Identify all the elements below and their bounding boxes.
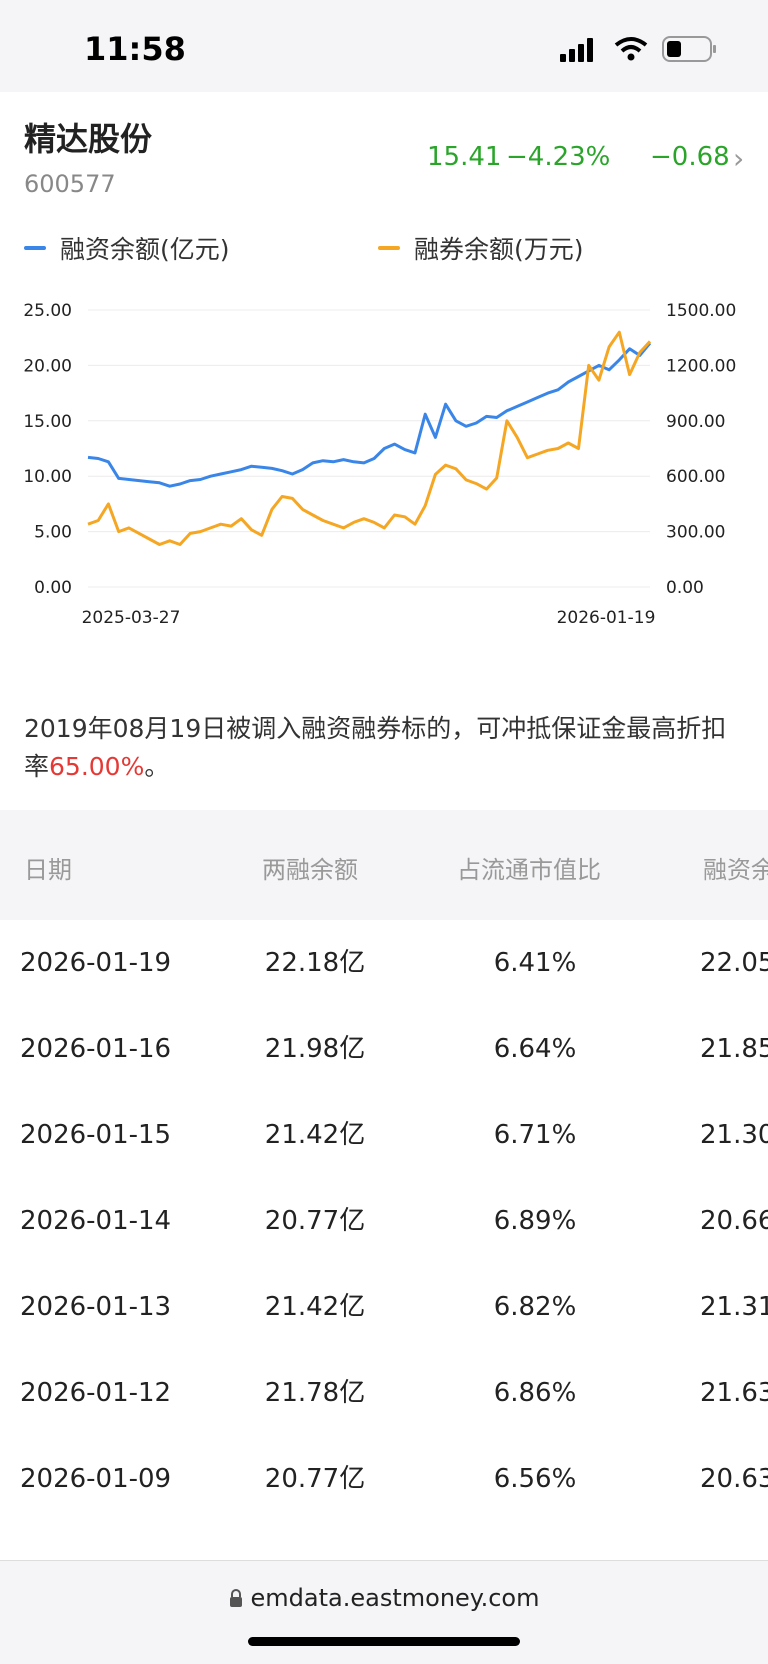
- stock-price: 15.41: [427, 142, 502, 172]
- cell-margin: 21.85: [700, 1034, 768, 1064]
- table-header: 日期 两融余额 占流通市值比 融资余额: [0, 810, 768, 920]
- cellular-signal-icon: [560, 38, 593, 62]
- cell-ratio: 6.86%: [493, 1378, 577, 1408]
- cell-margin: 21.31: [700, 1292, 768, 1322]
- legend-margin-swatch: [24, 246, 46, 250]
- right-tick-label: 1200.00: [666, 356, 736, 376]
- cell-date: 2026-01-13: [20, 1292, 172, 1322]
- cell-total: 21.42亿: [264, 1120, 366, 1150]
- right-tick-label: 900.00: [666, 412, 725, 432]
- cell-margin: 20.66: [700, 1206, 768, 1236]
- table-row[interactable]: 2026-01-09 20.77亿 6.56% 20.63: [0, 1436, 768, 1522]
- chevron-right-icon[interactable]: ›: [733, 142, 745, 175]
- header-margin[interactable]: 融资余额: [703, 856, 768, 884]
- cell-total: 21.78亿: [264, 1378, 366, 1408]
- table-row[interactable]: 2026-01-14 20.77亿 6.89% 20.66: [0, 1178, 768, 1264]
- cell-margin: 22.05: [700, 948, 768, 978]
- lock-icon: [229, 1585, 243, 1613]
- header-date[interactable]: 日期: [24, 856, 72, 884]
- table-row[interactable]: 2026-01-15 21.42亿 6.71% 21.30: [0, 1092, 768, 1178]
- right-tick-label: 0.00: [666, 578, 704, 598]
- cell-ratio: 6.89%: [493, 1206, 577, 1236]
- cell-ratio: 6.56%: [493, 1464, 577, 1494]
- right-tick-label: 1500.00: [666, 301, 736, 321]
- cell-margin: 20.63: [700, 1464, 768, 1494]
- cell-date: 2026-01-09: [20, 1464, 172, 1494]
- note-text: 2019年08月19日被调入融资融券标的，可冲抵保证金最高折扣率: [24, 714, 727, 781]
- legend-margin-label[interactable]: 融资余额(亿元): [60, 235, 230, 264]
- cell-date: 2026-01-15: [20, 1120, 172, 1150]
- status-time: 11:58: [84, 30, 186, 68]
- stock-change-amount: −0.68: [650, 142, 730, 172]
- cell-date: 2026-01-16: [20, 1034, 172, 1064]
- table-row[interactable]: 2026-01-16 21.98亿 6.64% 21.85: [0, 1006, 768, 1092]
- header-ratio[interactable]: 占流通市值比: [457, 856, 601, 884]
- left-tick-label: 10.00: [23, 467, 72, 487]
- cell-total: 21.42亿: [264, 1292, 366, 1322]
- cell-ratio: 6.71%: [493, 1120, 577, 1150]
- left-tick-label: 5.00: [34, 523, 72, 543]
- legend-short-label[interactable]: 融券余额(万元): [414, 235, 584, 264]
- cell-total: 20.77亿: [264, 1206, 366, 1236]
- table-row[interactable]: 2026-01-12 21.78亿 6.86% 21.63: [0, 1350, 768, 1436]
- status-bar: 11:58: [0, 0, 768, 92]
- left-tick-label: 20.00: [23, 356, 72, 376]
- home-indicator[interactable]: [248, 1637, 520, 1646]
- battery-icon: [662, 36, 716, 62]
- x-tick-label-end: 2026-01-19: [557, 608, 656, 628]
- table-row[interactable]: 2026-01-19 22.18亿 6.41% 22.05: [0, 920, 768, 1006]
- cell-ratio: 6.41%: [493, 948, 577, 978]
- url-text: emdata.eastmoney.com: [250, 1584, 540, 1612]
- legend-short-swatch: [378, 246, 400, 250]
- margin-chart: 25.00 1500.00 20.00 1200.00 15.00 900.00 10.00…: [23, 301, 736, 628]
- cell-total: 22.18亿: [264, 948, 366, 978]
- cell-margin: 21.30: [700, 1120, 768, 1150]
- cell-total: 21.98亿: [264, 1034, 366, 1064]
- table-body: 2026-01-19 22.18亿 6.41% 22.05 2026-01-16 21.9…: [0, 920, 768, 1560]
- left-tick-label: 15.00: [23, 412, 72, 432]
- cell-ratio: 6.64%: [493, 1034, 577, 1064]
- url-field[interactable]: emdata.eastmoney.com: [0, 1584, 768, 1613]
- note-rate: 65.00%: [49, 752, 145, 781]
- right-tick-label: 600.00: [666, 467, 725, 487]
- cell-margin: 21.63: [700, 1378, 768, 1408]
- right-tick-label: 300.00: [666, 523, 725, 543]
- cell-date: 2026-01-12: [20, 1378, 172, 1408]
- browser-bottom-bar: [0, 1560, 768, 1664]
- left-tick-label: 0.00: [34, 578, 72, 598]
- stock-code: 600577: [24, 170, 116, 198]
- x-tick-label-start: 2025-03-27: [82, 608, 181, 628]
- note-end: 。: [144, 752, 170, 781]
- margin-balance-line: [87, 342, 652, 488]
- stock-name: 精达股份: [24, 120, 153, 158]
- header-total[interactable]: 两融余额: [262, 856, 358, 884]
- table-row[interactable]: 2026-01-13 21.42亿 6.82% 21.31: [0, 1264, 768, 1350]
- cell-date: 2026-01-19: [20, 948, 172, 978]
- cell-total: 20.77亿: [264, 1464, 366, 1494]
- cell-date: 2026-01-14: [20, 1206, 172, 1236]
- left-tick-label: 25.00: [23, 301, 72, 321]
- margin-note: 2019年08月19日被调入融资融券标的，可冲抵保证金最高折扣率65.00%。: [24, 710, 744, 786]
- wifi-icon: [614, 37, 648, 61]
- stock-change-percent: −4.23%: [506, 142, 611, 172]
- short-balance-line: [87, 330, 652, 546]
- cell-ratio: 6.82%: [493, 1292, 577, 1322]
